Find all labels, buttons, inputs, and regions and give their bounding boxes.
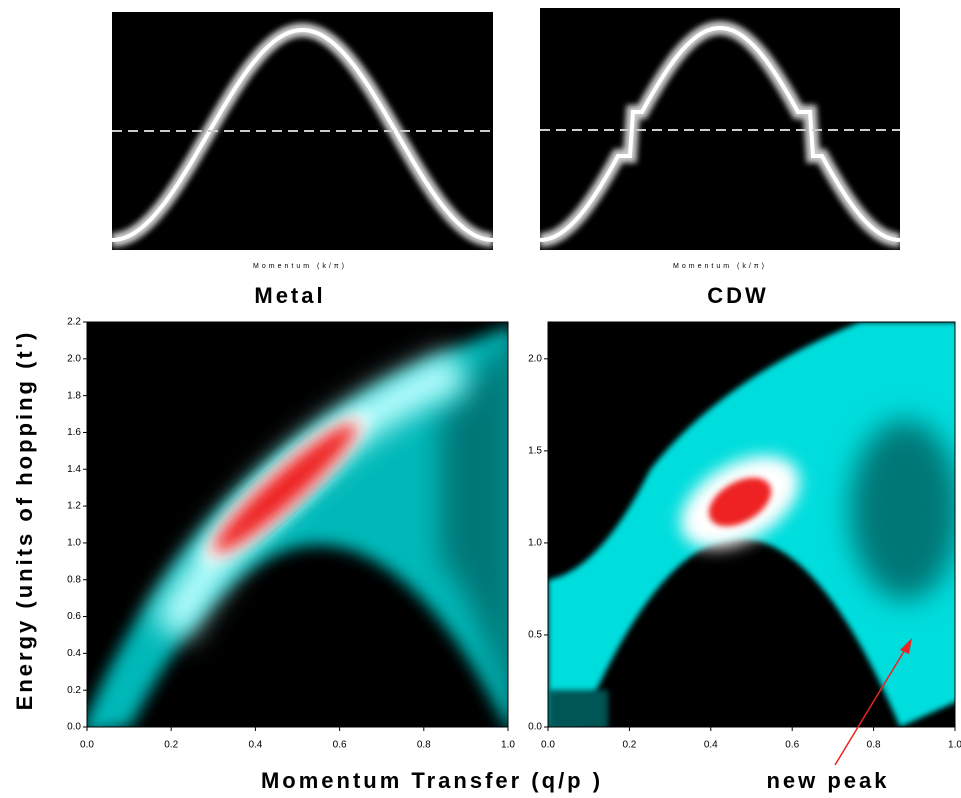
band-core xyxy=(540,25,900,242)
x-tick-label: 0.2 xyxy=(164,740,178,751)
y-tick-label: 1.4 xyxy=(67,464,81,475)
y-axis-label: Energy (units of hopping (t') xyxy=(12,330,37,711)
x-axis-label: Momentum (k/π) xyxy=(673,263,767,270)
y-tick-label: 1.0 xyxy=(67,538,81,549)
x-tick-label: 0.8 xyxy=(867,740,881,751)
y-tick-label: 1.8 xyxy=(67,390,81,401)
y-tick-label: 2.0 xyxy=(67,353,81,364)
x-tick-label: 0.0 xyxy=(541,740,555,751)
x-tick-label: 1.0 xyxy=(948,740,961,751)
band-core xyxy=(112,27,493,242)
y-tick-label: 0.5 xyxy=(528,630,542,641)
x-tick-label: 0.4 xyxy=(248,740,262,751)
x-tick-label: 0.6 xyxy=(333,740,347,751)
band-curve xyxy=(540,20,900,247)
y-tick-label: 2.2 xyxy=(67,317,81,328)
arrow-head xyxy=(900,638,912,654)
x-tick-label: 0.8 xyxy=(417,740,431,751)
y-tick-label: 0.8 xyxy=(67,574,81,585)
panel-title: CDW xyxy=(707,283,769,308)
heatmap xyxy=(548,322,955,727)
y-tick-label: 1.2 xyxy=(67,501,81,512)
y-tick-label: 0.0 xyxy=(528,722,542,733)
y-tick-label: 1.0 xyxy=(528,538,542,549)
y-tick-label: 2.0 xyxy=(528,353,542,364)
y-tick-label: 0.4 xyxy=(67,648,81,659)
y-tick-label: 0.2 xyxy=(67,685,81,696)
y-tick-label: 1.5 xyxy=(528,446,542,457)
x-tick-label: 1.0 xyxy=(501,740,515,751)
y-tick-label: 0.0 xyxy=(67,722,81,733)
heatmap xyxy=(87,322,508,727)
x-tick-label: 0.2 xyxy=(622,740,636,751)
plot-frame xyxy=(547,321,956,728)
x-tick-label: 0.0 xyxy=(80,740,94,751)
x-axis-label: Momentum (k/π) xyxy=(253,263,347,270)
x-tick-label: 0.4 xyxy=(704,740,718,751)
plot-frame xyxy=(86,321,509,728)
panel-title: Metal xyxy=(254,283,325,308)
x-tick-label: 0.6 xyxy=(785,740,799,751)
annotation-arrow xyxy=(834,647,907,766)
axes: 0.0 0.2 0.4 0.6 0.8 1.0 0.0 0.2 0.4 0.6 0.8 1.0 1.2 1… xyxy=(67,317,961,751)
y-tick-label: 1.6 xyxy=(67,427,81,438)
panel-bg xyxy=(112,12,493,250)
x-axis-label: Momentum Transfer (q/p ) xyxy=(261,768,603,793)
band-curve xyxy=(112,22,493,247)
y-tick-label: 0.6 xyxy=(67,611,81,622)
annotation: new peak xyxy=(766,768,889,793)
bands xyxy=(112,20,900,247)
